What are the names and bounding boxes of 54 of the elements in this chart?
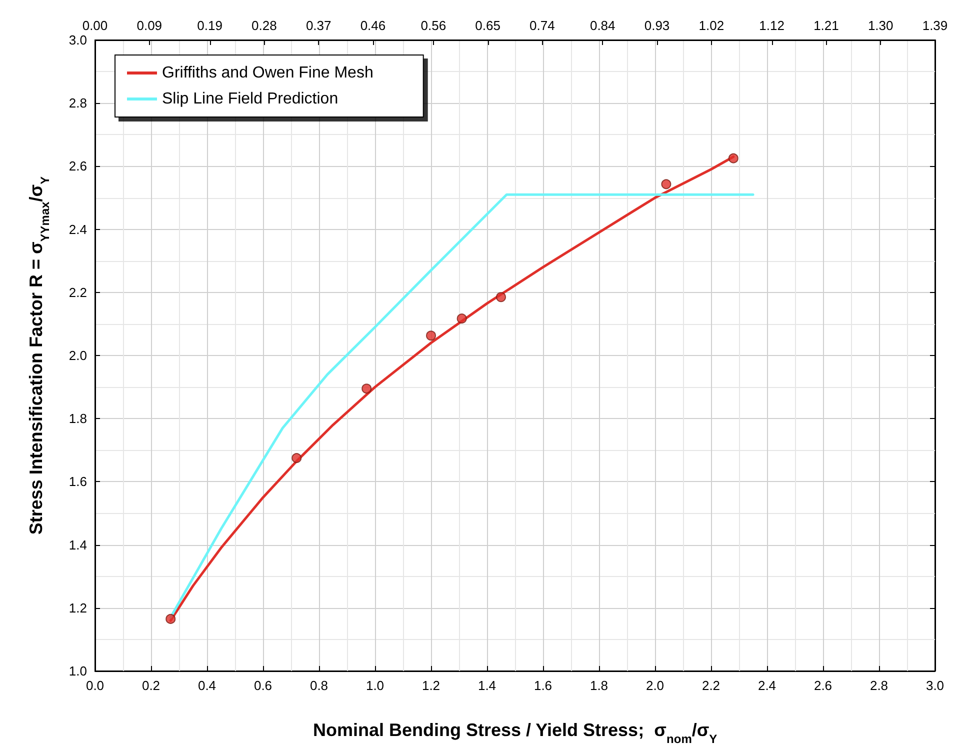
point <box>362 384 372 394</box>
x2-tick-label: 0.46 <box>360 18 386 33</box>
x-tick-label: 2.2 <box>702 678 720 693</box>
x-tick-label: 1.2 <box>422 678 440 693</box>
point <box>496 292 506 302</box>
x-tick-label: 2.8 <box>870 678 888 693</box>
x2-tick-label: 0.74 <box>530 18 555 33</box>
y-tick-label: 2.0 <box>68 348 87 363</box>
y-tick-label: 2.2 <box>68 284 87 300</box>
x2-tick-label: 0.28 <box>252 18 277 33</box>
y-axis-title: Stress Intensification Factor R = σYYmax/σY <box>26 176 52 535</box>
x2-tick-label: 0.00 <box>82 18 108 33</box>
x-tick-label: 1.0 <box>366 678 384 693</box>
y-tick-label: 2.4 <box>68 222 87 237</box>
x-tick-label: 1.8 <box>590 678 608 693</box>
x2-tick-label: 1.12 <box>759 18 784 33</box>
x-tick-label: 2.0 <box>646 678 664 693</box>
x-tick-label: 0.2 <box>142 678 160 693</box>
y-tick-label: 1.0 <box>68 664 87 678</box>
x2-tick-label: 0.56 <box>420 18 446 33</box>
x2-tick-label: 1.21 <box>814 18 839 33</box>
legend-label: Slip Line Field Prediction <box>162 90 338 108</box>
x2-tick-label: 0.09 <box>136 18 162 33</box>
y-tick-label: 2.8 <box>68 96 87 111</box>
y-tick-label: 3.0 <box>68 32 87 48</box>
x2-tick-label: 1.30 <box>868 18 894 33</box>
x-tick-label: 2.4 <box>758 678 776 693</box>
y-tick-label: 1.6 <box>68 474 87 490</box>
point <box>728 153 738 164</box>
x-tick-label: 1.6 <box>534 678 552 693</box>
point <box>292 453 302 464</box>
x2-tick-label: 0.19 <box>197 18 222 33</box>
x-tick-label: 0.6 <box>254 678 272 693</box>
point <box>426 330 436 341</box>
x-tick-label: 0.4 <box>198 678 216 693</box>
point <box>166 614 176 624</box>
x-tick-label: 0.8 <box>310 678 328 693</box>
x-tick-label: 0.0 <box>86 678 104 693</box>
x-tick-label: 1.4 <box>478 678 496 693</box>
x2-tick-label: 0.93 <box>644 18 670 33</box>
point <box>661 179 672 190</box>
x-tick-label: 2.6 <box>814 678 832 693</box>
x-tick-label: 3.0 <box>926 678 944 693</box>
x2-tick-label: 0.65 <box>475 18 500 33</box>
y-tick-label: 1.2 <box>68 600 87 616</box>
x2-tick-label: 1.02 <box>698 18 724 33</box>
x2-tick-label: 0.37 <box>306 18 332 33</box>
x2-tick-label: 1.39 <box>922 18 948 33</box>
x2-tick-label: 0.84 <box>590 18 616 33</box>
y-tick-label: 2.6 <box>68 158 87 174</box>
legend-label: Griffiths and Owen Fine Mesh <box>162 64 374 82</box>
point <box>456 314 467 324</box>
y-tick-label: 1.4 <box>68 537 87 552</box>
y-tick-label: 1.8 <box>68 411 87 426</box>
